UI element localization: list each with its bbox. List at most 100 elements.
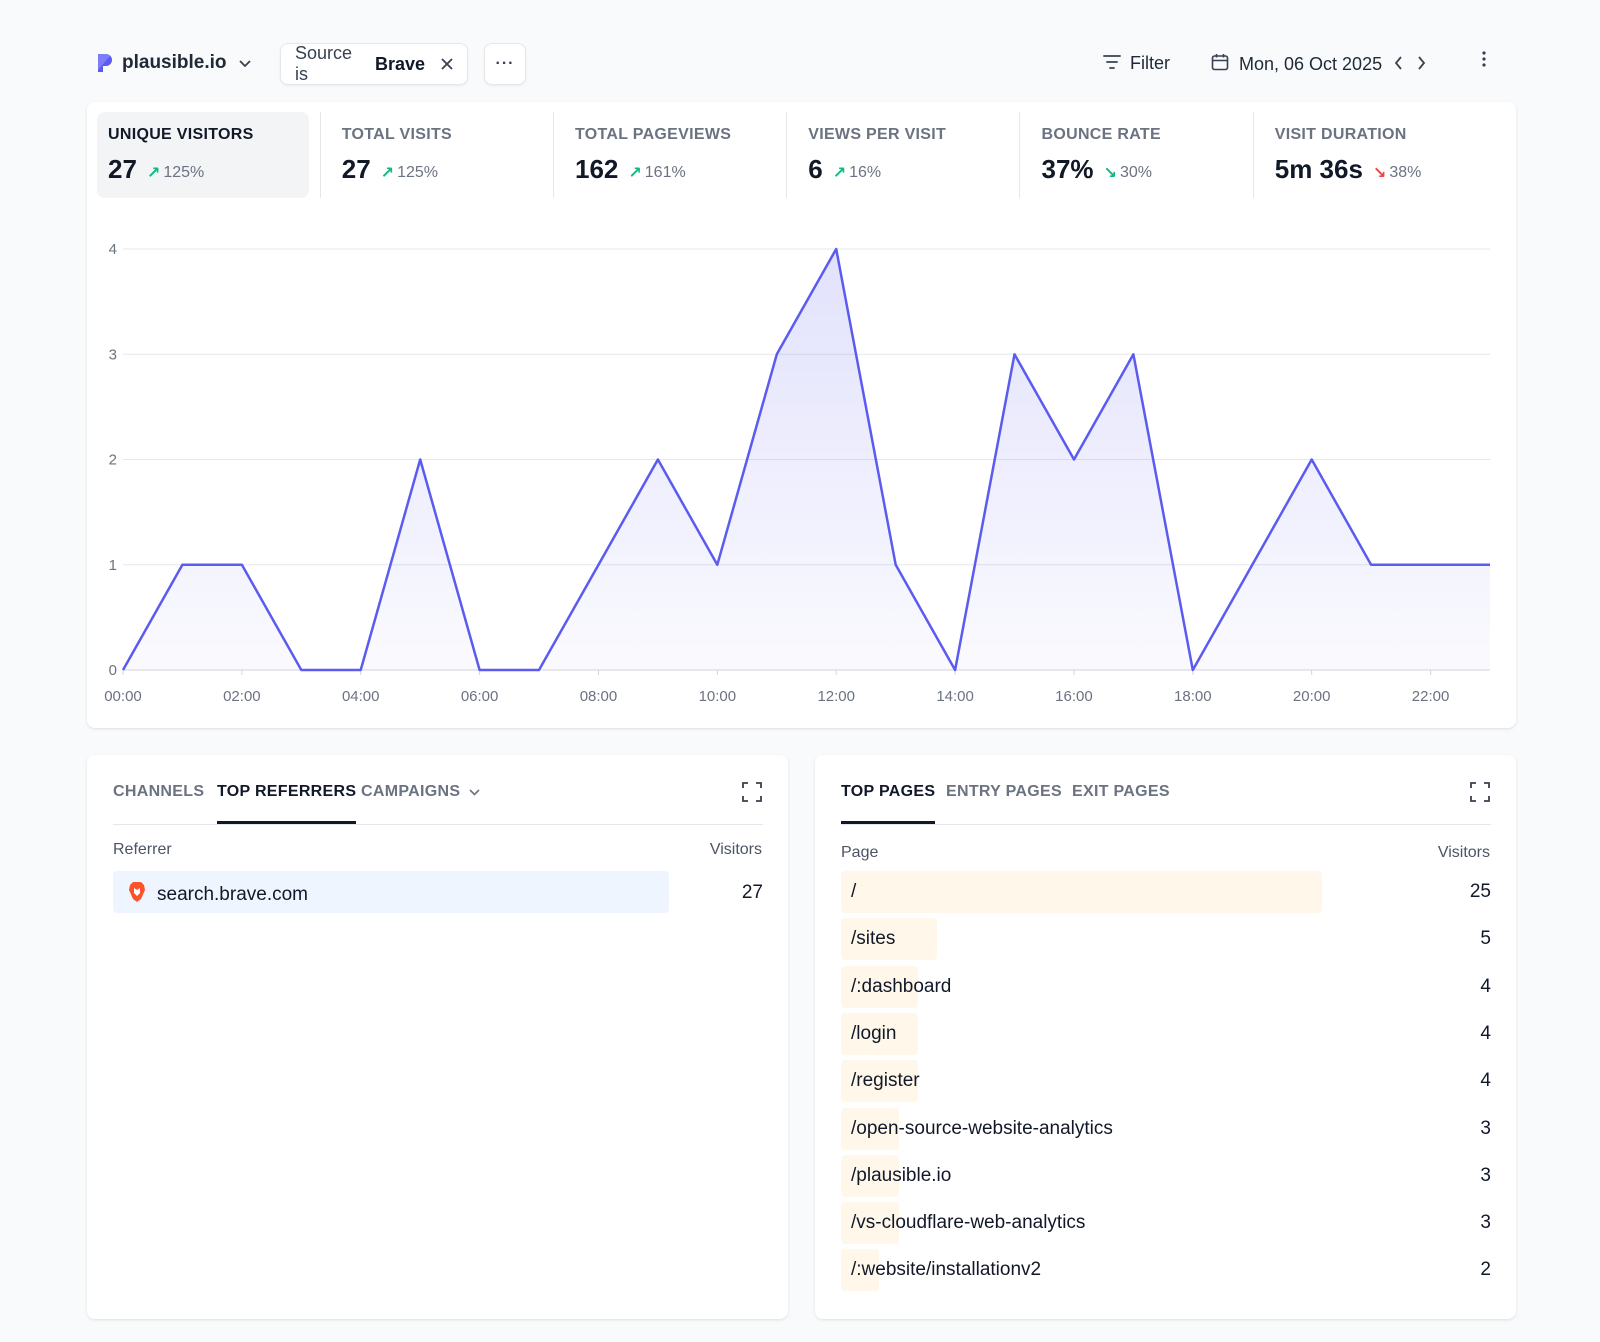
pages-tabs: TOP PAGES ENTRY PAGES EXIT PAGES: [841, 755, 1491, 825]
list-item[interactable]: /:dashboard 4: [841, 965, 1491, 1008]
arrow-up-right-icon: ↗: [380, 165, 395, 182]
filter-button[interactable]: Filter: [1103, 53, 1170, 74]
page-visitors: 4: [1480, 975, 1491, 997]
chevron-down-icon: [469, 783, 480, 800]
page-bar: [841, 871, 1322, 913]
page-name: /login: [851, 1022, 897, 1044]
filter-prefix: Source is: [295, 43, 353, 84]
stat-value: 37%: [1041, 154, 1094, 184]
y-tick-label: 1: [109, 557, 117, 574]
page-visitors: 4: [1480, 1022, 1491, 1044]
stat-label: VIEWS PER VISIT: [808, 126, 947, 143]
stat-label: VISIT DURATION: [1274, 126, 1407, 143]
filter-icon: [1103, 53, 1121, 74]
stat-value: 6: [808, 154, 823, 184]
expand-icon[interactable]: [1470, 782, 1490, 802]
page-bar: [841, 1060, 918, 1103]
date-picker[interactable]: Mon, 06 Oct 2025: [1211, 53, 1428, 76]
stat-change: 30%: [1119, 164, 1152, 181]
list-item[interactable]: /sites 5: [841, 918, 1491, 961]
list-item[interactable]: /:website/installationv2 2: [841, 1249, 1491, 1292]
page-name: /:website/installationv2: [851, 1259, 1042, 1281]
stat-value: 5m 36s: [1274, 154, 1363, 184]
page-name: /register: [851, 1070, 920, 1092]
page-visitors: 3: [1480, 1117, 1491, 1139]
x-tick-label: 04:00: [342, 688, 380, 705]
tab-top-referrers[interactable]: TOP REFERRERS: [217, 783, 357, 824]
list-item[interactable]: /open-source-website-analytics 3: [841, 1107, 1491, 1150]
series-line: [121, 247, 1490, 672]
list-item[interactable]: /plausible.io 3: [841, 1154, 1491, 1197]
series-area: [123, 249, 1490, 670]
page-visitors: 3: [1480, 1212, 1491, 1234]
arrow-up-right-icon: ↗: [832, 165, 847, 182]
x-tick-label: 02:00: [223, 688, 261, 705]
tab-channels[interactable]: CHANNELS: [113, 783, 205, 800]
stat-total-pageviews[interactable]: TOTAL PAGEVIEWS 162 ↗ 161%: [552, 112, 797, 198]
column-header-page: Page: [841, 844, 879, 861]
page-visitors: 4: [1480, 1070, 1491, 1092]
list-item[interactable]: /login 4: [841, 1012, 1491, 1055]
sources-card: CHANNELS TOP REFERRERS CAMPAIGNS Referre…: [87, 755, 788, 1319]
stat-value: 27: [108, 154, 137, 184]
site-switcher[interactable]: plausible.io: [96, 52, 251, 74]
stat-bounce-rate[interactable]: BOUNCE RATE 37% ↘ 30%: [1019, 112, 1263, 198]
stat-visit-duration[interactable]: VISIT DURATION 5m 36s ↘ 38%: [1252, 112, 1497, 198]
expand-icon[interactable]: [742, 782, 762, 802]
list-item[interactable]: / 25: [841, 871, 1491, 913]
page-bar: [841, 1249, 880, 1292]
plausible-logo-icon: [96, 52, 114, 74]
referrer-bar: [113, 871, 669, 913]
pages-card: TOP PAGES ENTRY PAGES EXIT PAGES Page Vi…: [815, 755, 1516, 1319]
x-tick-label: 08:00: [580, 688, 618, 705]
stat-unique-visitors[interactable]: UNIQUE VISITORS 27 ↗ 125%: [97, 112, 309, 198]
x-tick-label: 00:00: [104, 688, 142, 705]
stat-total-visits[interactable]: TOTAL VISITS 27 ↗ 125%: [319, 112, 564, 198]
page-name: /sites: [851, 928, 896, 950]
page-name: /open-source-website-analytics: [851, 1117, 1113, 1139]
more-filters-button[interactable]: ···: [484, 43, 526, 85]
active-filter-pill[interactable]: Source is Brave: [280, 43, 468, 85]
stat-change: 125%: [397, 164, 438, 181]
chevron-right-icon[interactable]: [1415, 54, 1428, 75]
arrow-down-right-icon: ↘: [1103, 165, 1117, 182]
arrow-up-right-icon: ↗: [146, 165, 161, 182]
page-name: /:dashboard: [851, 975, 952, 997]
list-item[interactable]: /register 4: [841, 1060, 1491, 1103]
page-visitors: 3: [1480, 1164, 1491, 1186]
list-item[interactable]: /vs-cloudflare-web-analytics 3: [841, 1202, 1491, 1245]
column-header-visitors: Visitors: [1437, 844, 1490, 861]
x-tick-label: 12:00: [817, 688, 855, 705]
page-bar: [841, 1202, 899, 1245]
stat-value: 27: [341, 154, 371, 184]
tab-exit-pages[interactable]: EXIT PAGES: [1072, 783, 1170, 800]
list-item[interactable]: search.brave.com 27: [113, 871, 763, 913]
stat-label: BOUNCE RATE: [1041, 126, 1161, 143]
top-stats: UNIQUE VISITORS 27 ↗ 125% TOTAL VISITS 27…: [97, 112, 1497, 198]
tab-top-pages[interactable]: TOP PAGES: [841, 783, 936, 824]
tab-campaigns[interactable]: CAMPAIGNS: [361, 783, 480, 821]
page-visitors: 5: [1480, 928, 1491, 950]
x-tick-label: 14:00: [936, 688, 974, 705]
filter-button-label: Filter: [1130, 53, 1170, 73]
stat-change: 125%: [163, 164, 205, 181]
main-graph-card: UNIQUE VISITORS 27 ↗ 125% TOTAL VISITS 27…: [87, 102, 1516, 728]
stat-value: 162: [574, 154, 619, 184]
more-vertical-icon[interactable]: [1479, 51, 1489, 72]
stat-views-per-visit[interactable]: VIEWS PER VISIT 6 ↗ 16%: [786, 112, 1030, 198]
chevron-left-icon[interactable]: [1392, 54, 1405, 75]
brave-icon: [127, 881, 147, 909]
sources-tabs: CHANNELS TOP REFERRERS CAMPAIGNS: [113, 755, 763, 825]
tab-entry-pages[interactable]: ENTRY PAGES: [946, 783, 1062, 800]
page-bar: [841, 1012, 918, 1055]
top-bar: plausible.io Source is Brave ··· Filter …: [87, 43, 1515, 85]
tab-campaigns-label: CAMPAIGNS: [361, 783, 461, 800]
referrer-visitors: 27: [741, 882, 763, 903]
x-tick-label: 10:00: [699, 688, 737, 705]
date-label: Mon, 06 Oct 2025: [1239, 54, 1383, 74]
close-icon[interactable]: [441, 54, 453, 75]
y-tick-label: 4: [109, 241, 117, 258]
y-tick-label: 3: [109, 346, 117, 363]
calendar-icon: [1211, 53, 1229, 76]
stat-change: 16%: [849, 164, 882, 181]
